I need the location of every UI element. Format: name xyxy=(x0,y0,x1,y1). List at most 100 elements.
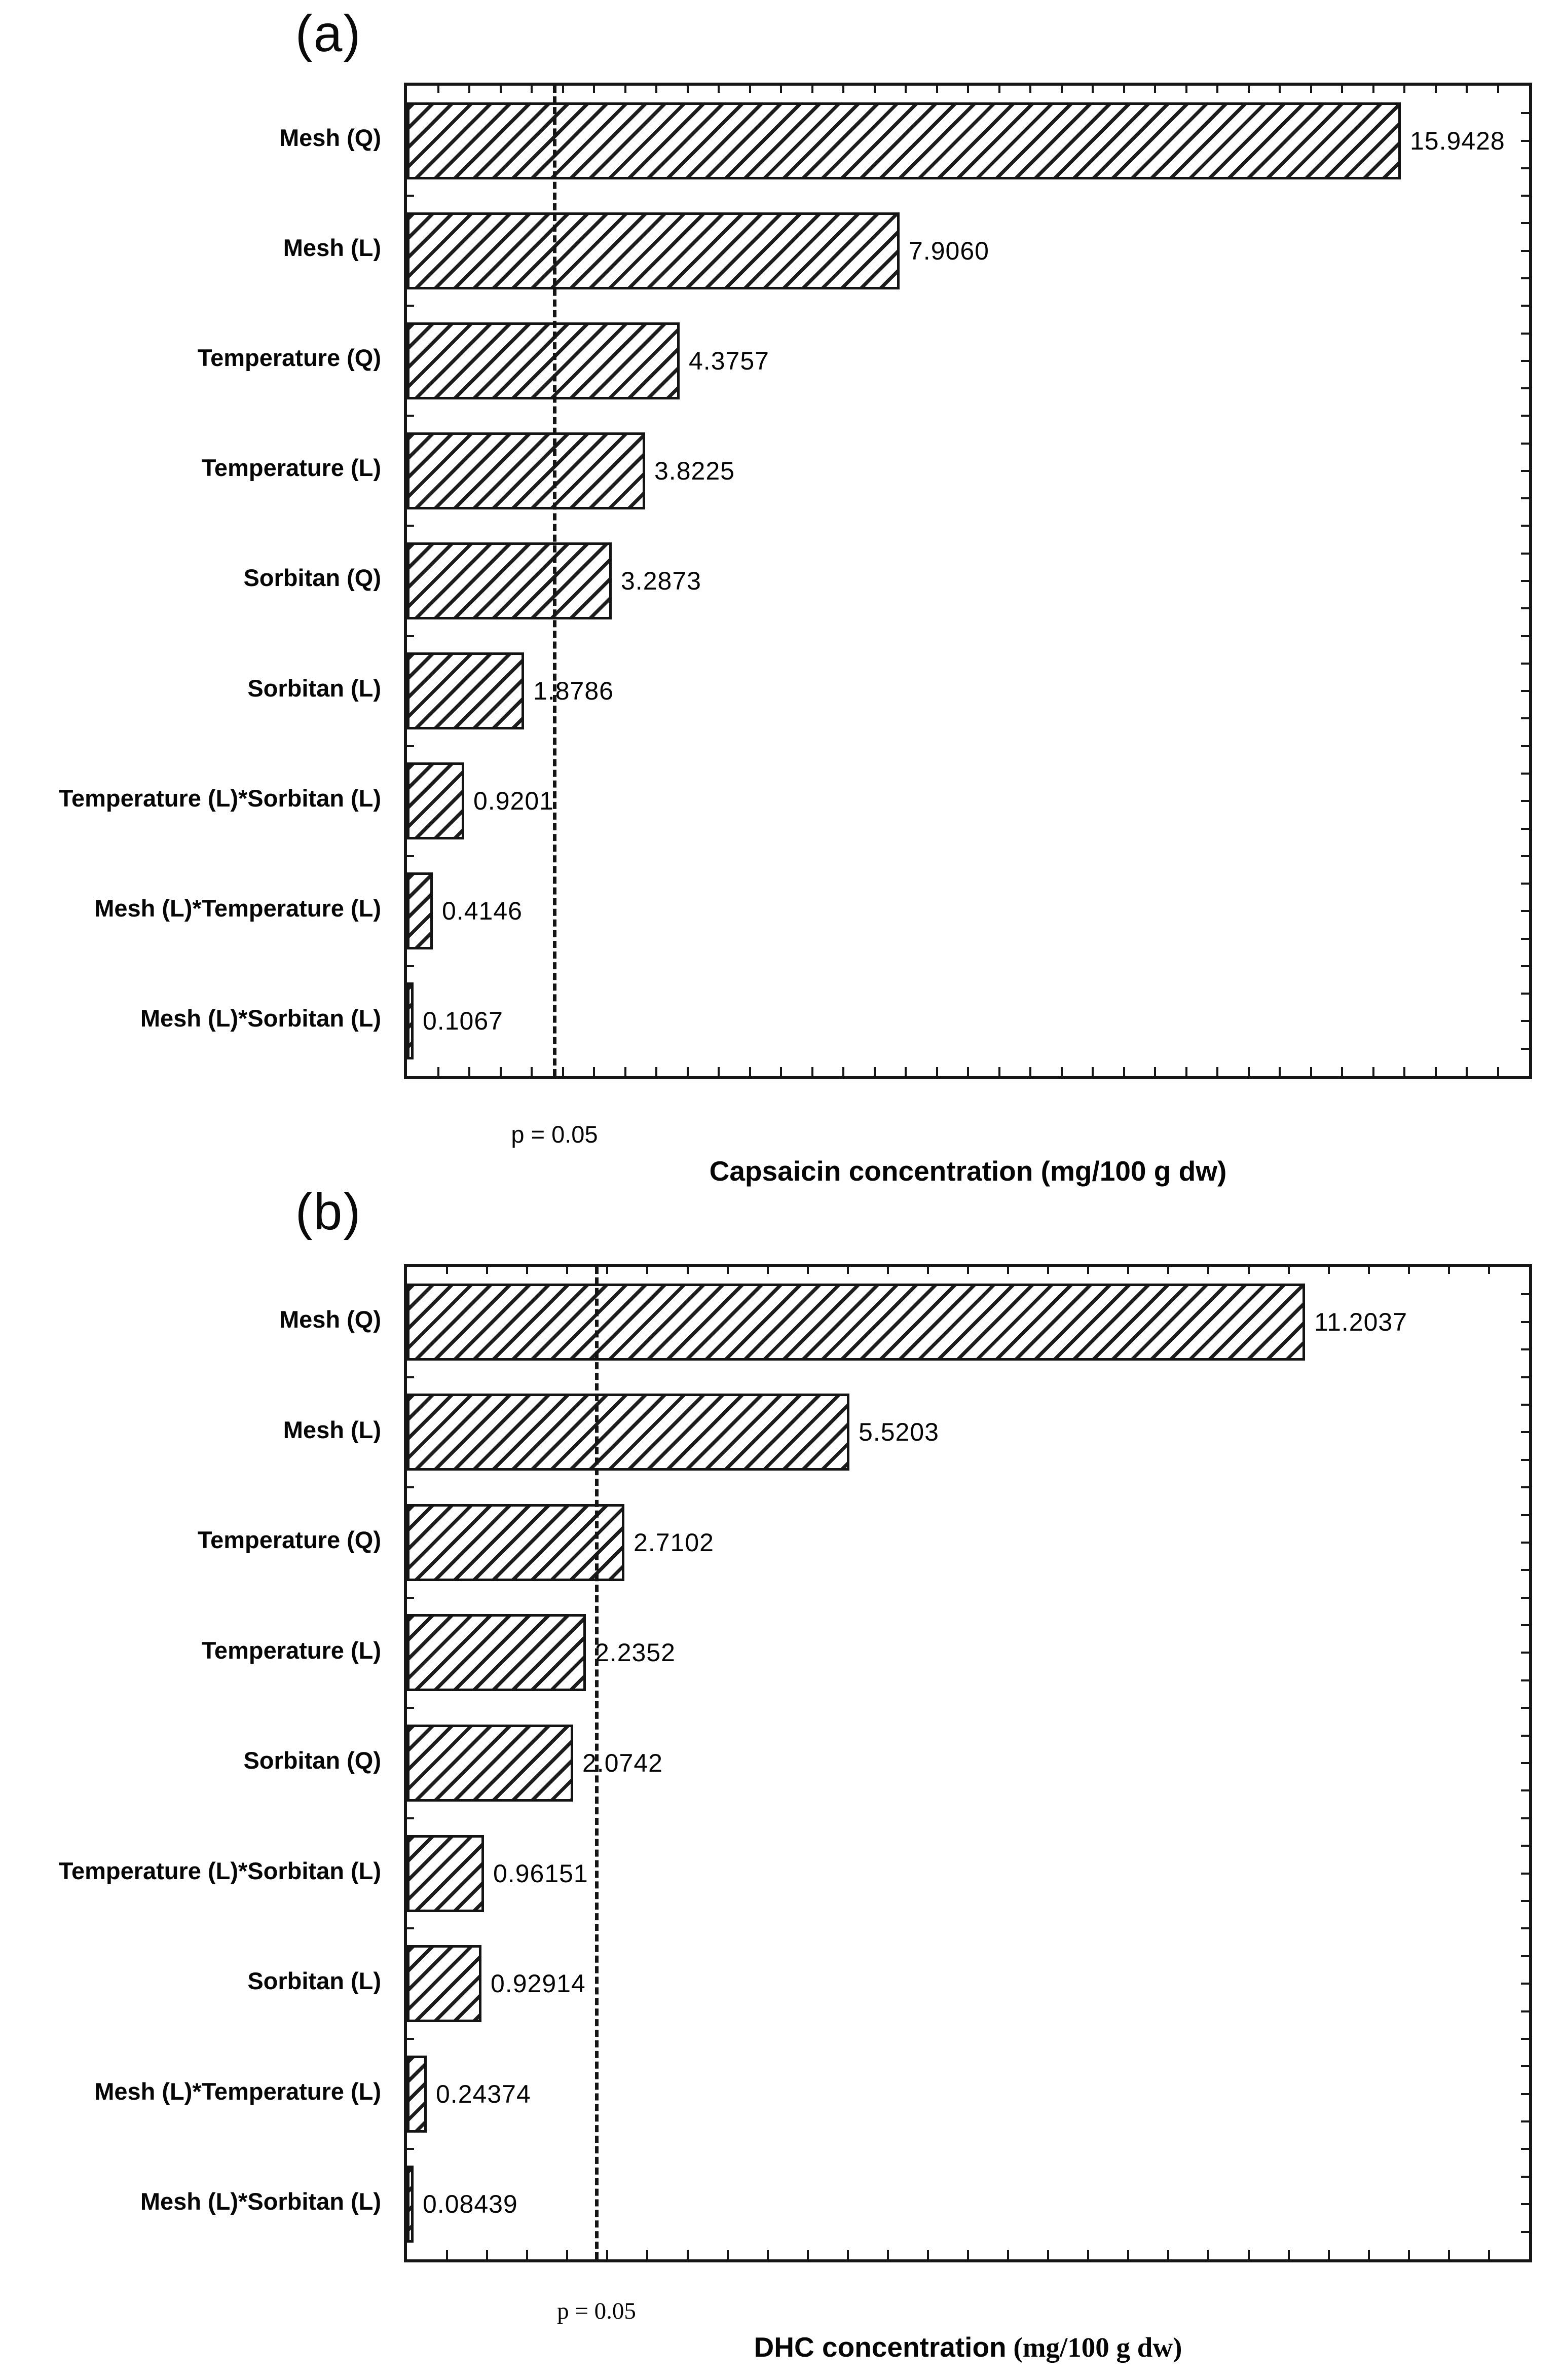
tick-mark xyxy=(1521,305,1529,307)
tick-mark xyxy=(1185,1067,1187,1076)
x-axis-title-main: DHC concentration xyxy=(754,2331,1007,2363)
tick-mark xyxy=(1521,2065,1529,2067)
tick-mark xyxy=(1521,2010,1529,2012)
tick-mark xyxy=(718,1067,720,1076)
tick-mark xyxy=(500,86,502,93)
tick-mark xyxy=(1521,140,1529,142)
tick-mark xyxy=(1521,1020,1529,1022)
tick-mark xyxy=(1248,2250,1250,2259)
axis-ticks xyxy=(407,1267,1529,2259)
tick-mark xyxy=(1521,580,1529,582)
tick-mark xyxy=(811,1067,813,1076)
bar-value-label: 0.92914 xyxy=(491,1969,586,1998)
tick-mark xyxy=(1216,1067,1218,1076)
tick-mark xyxy=(936,1067,938,1076)
bar xyxy=(407,982,414,1059)
category-label: Temperature (Q) xyxy=(197,344,381,371)
tick-mark xyxy=(1521,1762,1529,1764)
tick-mark xyxy=(1207,1267,1209,1274)
tick-mark xyxy=(1007,1267,1009,1274)
x-axis-title-a: Capsaicin concentration (mg/100 g dw) xyxy=(404,1155,1532,1187)
tick-mark xyxy=(727,1267,729,1274)
tick-mark xyxy=(1521,1048,1529,1050)
tick-mark xyxy=(811,86,813,93)
tick-mark xyxy=(1521,470,1529,472)
tick-mark xyxy=(687,2250,689,2259)
category-label: Sorbitan (L) xyxy=(247,675,381,702)
tick-mark xyxy=(437,86,439,93)
tick-mark xyxy=(1521,1983,1529,1985)
tick-mark xyxy=(1092,1067,1094,1076)
tick-mark xyxy=(1448,1267,1450,1274)
tick-mark xyxy=(486,1267,488,1274)
tick-mark xyxy=(1521,250,1529,252)
tick-mark xyxy=(1403,86,1405,93)
tick-mark xyxy=(486,2250,488,2259)
tick-mark xyxy=(718,86,720,93)
tick-mark xyxy=(1521,1817,1529,1819)
tick-mark xyxy=(1435,86,1437,93)
tick-mark xyxy=(1521,1321,1529,1323)
tick-mark xyxy=(967,1267,969,1274)
tick-mark xyxy=(1123,1067,1125,1076)
tick-mark xyxy=(407,525,414,527)
tick-mark xyxy=(1288,2250,1290,2259)
category-label: Temperature (L)*Sorbitan (L) xyxy=(58,785,381,812)
tick-mark xyxy=(874,1067,876,1076)
tick-mark xyxy=(1521,360,1529,362)
plot-frame-a: 15.9428 7.9060 4.3757 3.8225 3.2873 1.8786 0.9… xyxy=(404,83,1532,1079)
tick-mark xyxy=(847,1267,849,1274)
tick-mark xyxy=(1521,333,1529,335)
tick-mark xyxy=(1521,2203,1529,2205)
p-value-label-b: p = 0.05 xyxy=(557,2298,636,2324)
tick-mark xyxy=(526,1267,528,1274)
significance-line xyxy=(595,1267,599,2259)
tick-mark xyxy=(1127,1267,1129,1274)
bar-value-label: 4.3757 xyxy=(689,347,769,375)
tick-mark xyxy=(1087,2250,1089,2259)
tick-mark xyxy=(407,305,414,307)
tick-mark xyxy=(1521,112,1529,114)
tick-mark xyxy=(967,2250,969,2259)
x-axis-title-main: Capsaicin concentration xyxy=(709,1155,1033,1187)
tick-mark xyxy=(655,86,657,93)
tick-mark xyxy=(1521,1845,1529,1847)
tick-mark xyxy=(1521,167,1529,169)
tick-mark xyxy=(1521,1789,1529,1791)
tick-mark xyxy=(767,2250,769,2259)
tick-mark xyxy=(1288,1267,1290,1274)
tick-mark xyxy=(1521,965,1529,967)
tick-mark xyxy=(1521,222,1529,224)
tick-mark xyxy=(936,86,938,93)
tick-mark xyxy=(1368,2250,1370,2259)
tick-mark xyxy=(842,86,844,93)
tick-mark xyxy=(646,1267,648,1274)
category-label: Mesh (L)*Temperature (L) xyxy=(94,895,381,922)
tick-mark xyxy=(998,1067,1000,1076)
tick-mark xyxy=(1310,1067,1312,1076)
tick-mark xyxy=(1521,1624,1529,1626)
bar-value-label: 5.5203 xyxy=(859,1418,939,1446)
tick-mark xyxy=(407,1927,414,1929)
tick-mark xyxy=(767,1267,769,1274)
bar-value-label: 2.2352 xyxy=(595,1638,676,1667)
tick-mark xyxy=(807,1267,809,1274)
bar xyxy=(407,212,900,289)
tick-mark xyxy=(1521,1431,1529,1433)
tick-mark xyxy=(593,1067,595,1076)
tick-mark xyxy=(1521,1652,1529,1654)
tick-mark xyxy=(1497,1067,1499,1076)
tick-mark xyxy=(780,1067,782,1076)
tick-mark xyxy=(407,195,414,197)
bar-value-label: 0.08439 xyxy=(423,2190,518,2218)
bar xyxy=(407,652,524,729)
tick-mark xyxy=(1521,690,1529,692)
tick-mark xyxy=(967,1067,969,1076)
bar-value-label: 15.9428 xyxy=(1410,127,1505,155)
x-axis-title-unit: (mg/100 g dw) xyxy=(1006,2332,1182,2363)
category-axis-a: Mesh (Q) Mesh (L) Temperature (Q) Temperatu… xyxy=(20,83,381,1079)
tick-mark xyxy=(874,86,876,93)
plot-frame-b: 11.2037 5.5203 2.7102 2.2352 2.0742 0.96151 0.… xyxy=(404,1264,1532,2262)
bar xyxy=(407,872,433,949)
